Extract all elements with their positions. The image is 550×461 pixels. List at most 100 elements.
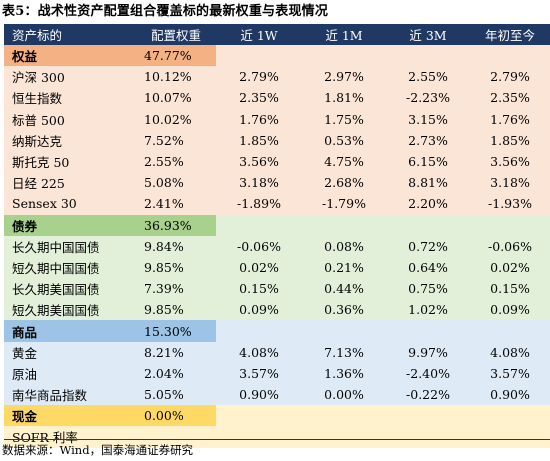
header-1m: 近 1M bbox=[302, 24, 386, 45]
weight-cell: 10.07% bbox=[144, 90, 192, 106]
return-1w: 2.35% bbox=[239, 90, 279, 106]
return-3m: 2.73% bbox=[408, 132, 448, 148]
return-3m bbox=[386, 426, 470, 447]
return-3m: 0.72% bbox=[408, 238, 448, 254]
return-1m: -1.79% bbox=[322, 196, 366, 212]
weight-cell: 10.12% bbox=[144, 69, 192, 85]
asset-name: SOFR 利率 bbox=[12, 430, 78, 446]
weight-cell: 7.39% bbox=[144, 281, 184, 297]
return-1w: 1.85% bbox=[239, 132, 279, 148]
weight-cell: 36.93% bbox=[144, 217, 192, 233]
weight-cell: 15.30% bbox=[144, 323, 192, 339]
weight-cell: 9.84% bbox=[144, 238, 184, 254]
table-row: 纳斯达克 7.52% 1.85% 0.53% 2.73% 1.85% bbox=[4, 129, 550, 151]
table-header-row: 资产标的 配置权重 近 1W 近 1M 近 3M 年初至今 bbox=[4, 24, 550, 45]
return-3m: -2.23% bbox=[406, 90, 450, 106]
weight-cell: 5.05% bbox=[144, 387, 184, 403]
weight-cell: 47.77% bbox=[144, 48, 192, 64]
return-3m: -2.40% bbox=[406, 365, 450, 381]
category-row-commodities: 商品 15.30% bbox=[4, 320, 550, 342]
weight-cell: 2.41% bbox=[144, 196, 184, 212]
return-ytd: 2.79% bbox=[490, 69, 530, 85]
table-row: 长久期美国国债 7.39% 0.15% 0.44% 0.75% 0.15% bbox=[4, 278, 550, 300]
weight-cell: 10.02% bbox=[144, 111, 192, 127]
return-ytd: 1.85% bbox=[490, 132, 530, 148]
header-3m: 近 3M bbox=[386, 24, 470, 45]
asset-name: 纳斯达克 bbox=[12, 133, 63, 149]
asset-name: 现金 bbox=[12, 409, 38, 425]
return-1m: 0.44% bbox=[324, 281, 364, 297]
return-1w: -1.89% bbox=[237, 196, 281, 212]
asset-name: 沪深 300 bbox=[12, 70, 65, 86]
weight-cell: 2.55% bbox=[144, 154, 184, 170]
table-row: 短久期美国国债 9.85% 0.09% 0.36% 1.02% 0.09% bbox=[4, 299, 550, 321]
return-1m: 1.36% bbox=[324, 365, 364, 381]
return-1m: 0.08% bbox=[324, 238, 364, 254]
category-row-bonds: 债券 36.93% bbox=[4, 214, 550, 236]
table-row: 斯托克 50 2.55% 3.56% 4.75% 6.15% 3.56% bbox=[4, 150, 550, 173]
asset-name: 权益 bbox=[12, 49, 38, 65]
return-ytd: 0.09% bbox=[490, 302, 530, 318]
weight-cell: 0.00% bbox=[144, 408, 184, 424]
table-bottom-rule bbox=[4, 439, 550, 440]
return-ytd: 1.76% bbox=[490, 111, 530, 127]
return-3m: 3.15% bbox=[408, 111, 448, 127]
asset-name: 恒生指数 bbox=[12, 91, 63, 107]
return-1w: 0.15% bbox=[239, 281, 279, 297]
return-3m: 2.20% bbox=[408, 196, 448, 212]
table-row: Sensex 30 2.41% -1.89% -1.79% 2.20% -1.9… bbox=[4, 193, 550, 215]
header-ytd: 年初至今 bbox=[470, 24, 550, 45]
weight-cell: 2.04% bbox=[144, 365, 184, 381]
table-title: 表5：战术性资产配置组合覆盖标的最新权重与表现情况 bbox=[2, 4, 329, 19]
return-ytd: -1.93% bbox=[488, 196, 532, 212]
table-row: SOFR 利率 bbox=[4, 426, 550, 448]
asset-name: 商品 bbox=[12, 324, 38, 340]
return-1m: 4.75% bbox=[324, 154, 364, 170]
return-1w: 0.90% bbox=[239, 387, 279, 403]
return-1m: 2.68% bbox=[324, 175, 364, 191]
asset-name: 长久期美国国债 bbox=[12, 282, 100, 298]
return-ytd bbox=[470, 426, 550, 447]
return-3m: 0.64% bbox=[408, 259, 448, 275]
asset-name: 标普 500 bbox=[12, 112, 65, 128]
return-ytd: 2.35% bbox=[490, 90, 530, 106]
return-ytd: 3.18% bbox=[490, 175, 530, 191]
asset-name: 南华商品指数 bbox=[12, 388, 88, 404]
asset-name: 斯托克 50 bbox=[12, 155, 70, 171]
return-1w: 0.02% bbox=[239, 259, 279, 275]
return-1m bbox=[302, 426, 386, 447]
source-note: 数据来源：Wind，国泰海通证券研究 bbox=[2, 443, 194, 457]
return-ytd: 3.57% bbox=[490, 365, 530, 381]
return-1w: 3.56% bbox=[239, 154, 279, 170]
return-3m: 9.97% bbox=[408, 344, 448, 360]
return-3m: 1.02% bbox=[408, 302, 448, 318]
return-1w: 3.57% bbox=[239, 365, 279, 381]
return-ytd: 0.02% bbox=[490, 259, 530, 275]
return-1m: 0.53% bbox=[324, 132, 364, 148]
table-row: 南华商品指数 5.05% 0.90% 0.00% -0.22% 0.90% bbox=[4, 384, 550, 406]
return-1w bbox=[216, 426, 302, 447]
asset-name: 原油 bbox=[12, 366, 38, 382]
return-ytd: 0.15% bbox=[490, 281, 530, 297]
return-1w: 1.76% bbox=[239, 111, 279, 127]
allocation-table: 资产标的 配置权重 近 1W 近 1M 近 3M 年初至今 权益 47.77% … bbox=[4, 24, 550, 448]
table-row: 沪深 300 10.12% 2.79% 2.97% 2.55% 2.79% bbox=[4, 66, 550, 88]
return-1m: 2.97% bbox=[324, 69, 364, 85]
asset-name: 日经 225 bbox=[12, 176, 65, 192]
return-ytd: 0.90% bbox=[490, 387, 530, 403]
asset-name: 短久期美国国债 bbox=[12, 303, 100, 319]
table-row: 短久期中国国债 9.85% 0.02% 0.21% 0.64% 0.02% bbox=[4, 256, 550, 279]
table-row: 标普 500 10.02% 1.76% 1.75% 3.15% 1.76% bbox=[4, 108, 550, 130]
weight-cell: 9.85% bbox=[144, 259, 184, 275]
return-3m: 2.55% bbox=[408, 69, 448, 85]
return-ytd: 3.56% bbox=[490, 154, 530, 170]
return-1w: 4.08% bbox=[239, 344, 279, 360]
return-1m: 7.13% bbox=[324, 344, 364, 360]
table-row: 日经 225 5.08% 3.18% 2.68% 8.81% 3.18% bbox=[4, 172, 550, 194]
header-weight: 配置权重 bbox=[136, 24, 216, 45]
header-asset: 资产标的 bbox=[4, 24, 136, 45]
return-1w: 3.18% bbox=[239, 175, 279, 191]
asset-name: 长久期中国国债 bbox=[12, 239, 100, 255]
return-1m: 0.21% bbox=[324, 259, 364, 275]
category-row-cash: 现金 0.00% bbox=[4, 405, 550, 427]
